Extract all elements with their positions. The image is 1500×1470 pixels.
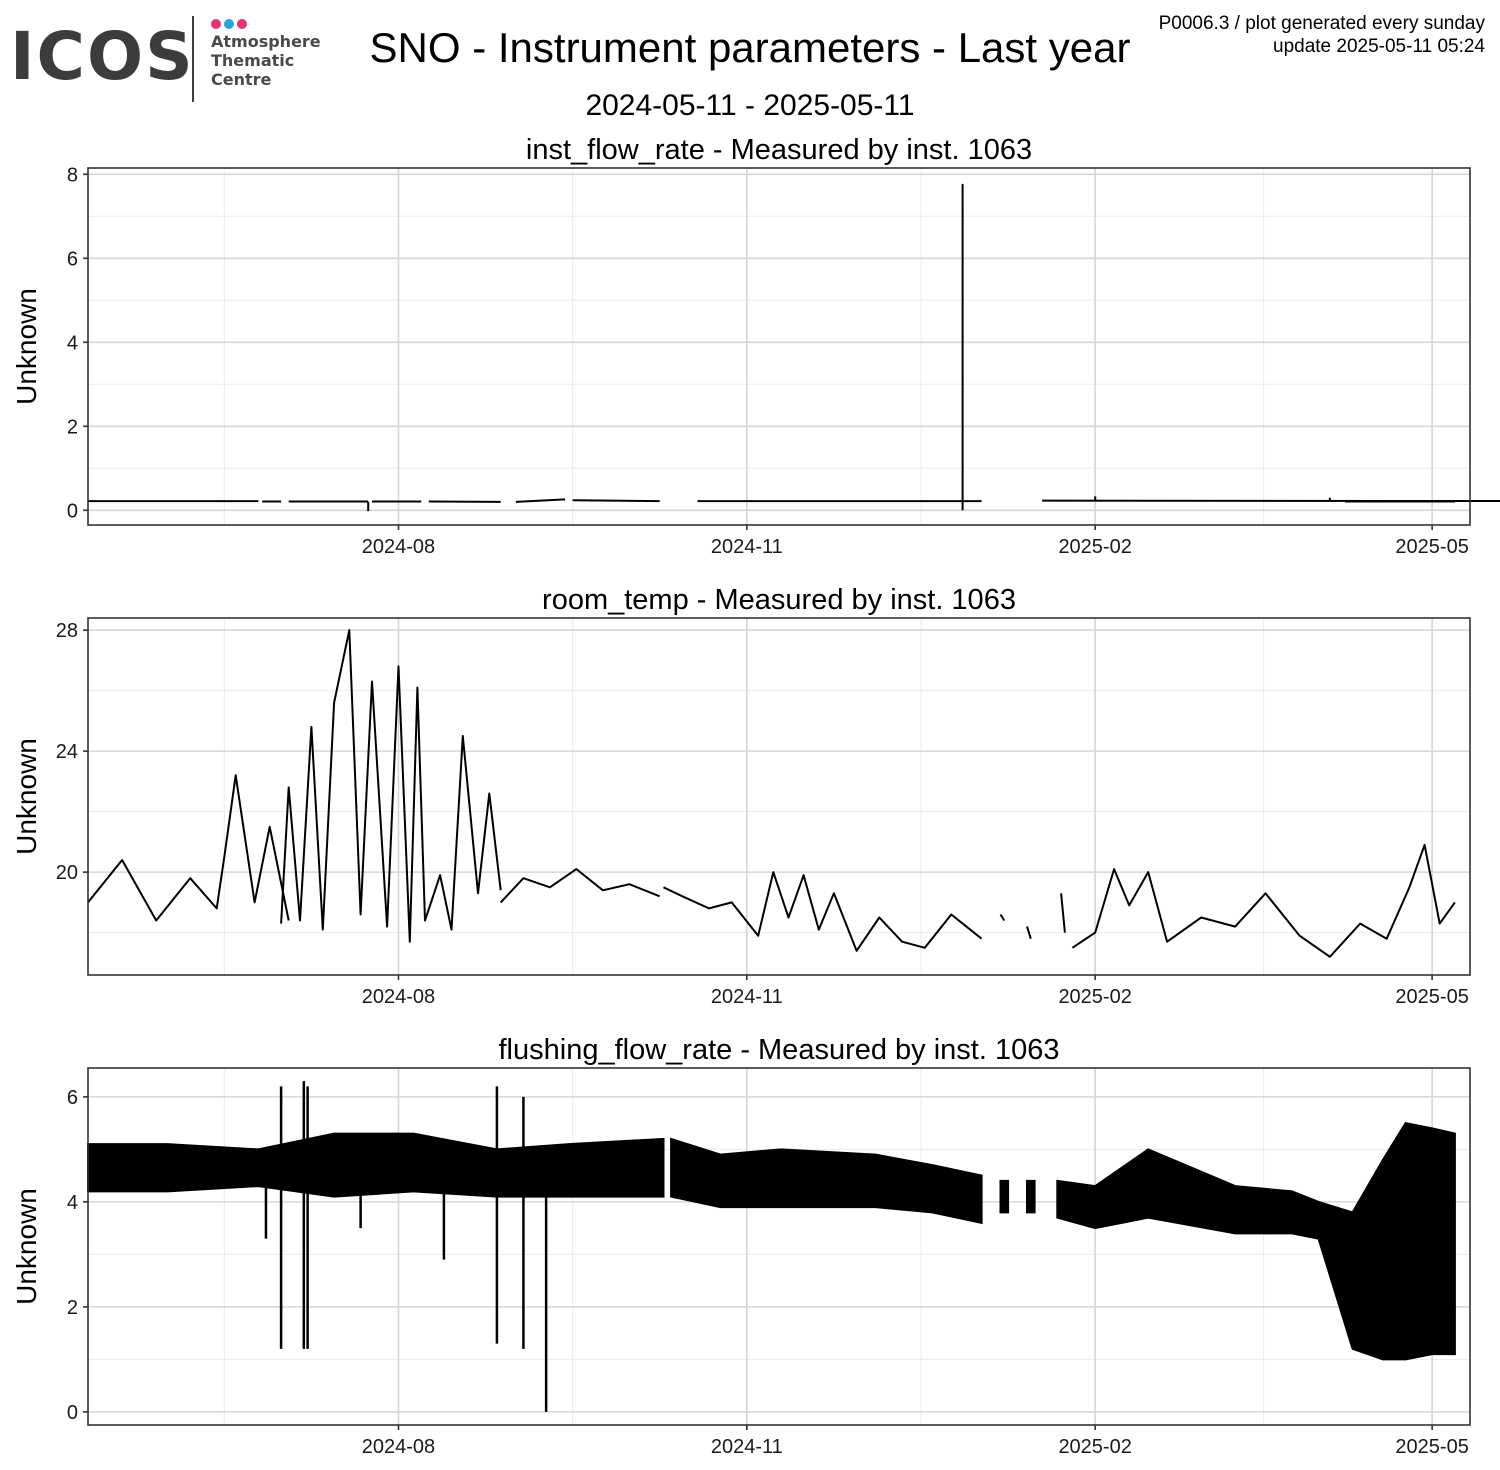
logo-line: Centre [211,70,272,89]
page-title: SNO - Instrument parameters - Last year [369,24,1131,71]
x-tick-label: 2025-05 [1395,986,1468,1008]
logo-text: Atmosphere Thematic Centre [211,32,321,89]
series-line [280,629,502,943]
logo-dots-icon [211,16,250,29]
y-tick-label: 2 [67,416,78,438]
logo-line: Atmosphere [211,32,321,51]
logo-line: Thematic [211,51,295,70]
x-tick-label: 2025-05 [1395,536,1468,558]
plot-background [88,618,1470,975]
chart-title: flushing_flow_rate - Measured by inst. 1… [499,1034,1060,1066]
x-tick-label: 2024-11 [711,1436,783,1458]
x-tick-label: 2024-08 [362,536,435,558]
flow-band [999,1179,1010,1214]
logo-dot [211,19,221,29]
x-tick-label: 2025-02 [1058,536,1131,558]
chart-title: room_temp - Measured by inst. 1063 [542,584,1016,616]
icos-logo: ICOS Atmosphere Thematic Centre [10,14,330,106]
date-range-subtitle: 2024-05-11 - 2025-05-11 [585,89,915,122]
y-tick-label: 24 [56,741,78,763]
y-tick-label: 6 [67,1087,78,1109]
series-line [499,868,661,904]
x-tick-label: 2024-08 [362,986,435,1008]
series-line [663,871,983,952]
chart-panel-3: 0 2 4 6 2024-08 2024-11 2025-02 2025-05 flushing… [11,1034,1471,1458]
series-line [515,498,566,503]
x-tick-label: 2025-02 [1058,1436,1131,1458]
logo-dot [237,19,247,29]
logo-wordmark: ICOS [10,18,195,95]
chart-panel-2: 20 24 28 2024-08 2024-11 2025-02 2025-05 room_t… [11,584,1471,1008]
series-line [999,913,1006,922]
plot-border [87,617,1471,976]
y-axis-label: Unknown [11,288,42,405]
y-tick-label: 0 [67,500,78,522]
plot-border [87,1067,1471,1426]
series-line [1026,926,1032,939]
update-time-line: update 2025-05-11 05:24 [1273,36,1485,57]
plot-background [88,1068,1470,1425]
y-axis-label: Unknown [11,738,42,855]
series-line [1060,893,1066,933]
x-tick-label: 2025-02 [1058,986,1131,1008]
series-line [1071,843,1456,958]
x-tick-label: 2024-11 [711,536,783,558]
series-line [572,499,660,503]
logo-dot [224,19,234,29]
flow-band [87,1132,665,1198]
plot-background [88,168,1470,525]
flow-band [1026,1179,1036,1214]
x-tick-label: 2024-08 [362,1436,435,1458]
y-tick-label: 2 [67,1297,78,1319]
flow-band [1317,1121,1456,1361]
plot-id-line: P0006.3 / plot generated every sunday [1158,13,1485,34]
series-line [87,774,290,922]
plot-border [87,167,1471,526]
chart-title: inst_flow_rate - Measured by inst. 1063 [526,134,1032,166]
y-tick-label: 4 [67,1192,78,1214]
x-tick-label: 2024-11 [711,986,783,1008]
logo-divider [192,16,194,102]
y-tick-label: 28 [56,620,78,642]
y-tick-label: 4 [67,332,78,354]
y-axis-label: Unknown [11,1188,42,1305]
x-tick-label: 2025-05 [1395,1436,1468,1458]
chart-panel-1: 0 2 4 6 8 2024-08 2024-11 2025-02 2025-05 inst_fl… [11,134,1500,558]
plot-meta: P0006.3 / plot generated every sunday up… [1159,12,1485,58]
flow-band [670,1137,983,1225]
y-tick-label: 6 [67,248,78,270]
y-tick-label: 20 [56,862,78,884]
y-tick-label: 0 [67,1402,78,1424]
y-tick-label: 8 [67,164,78,186]
series-line [1042,499,1500,503]
